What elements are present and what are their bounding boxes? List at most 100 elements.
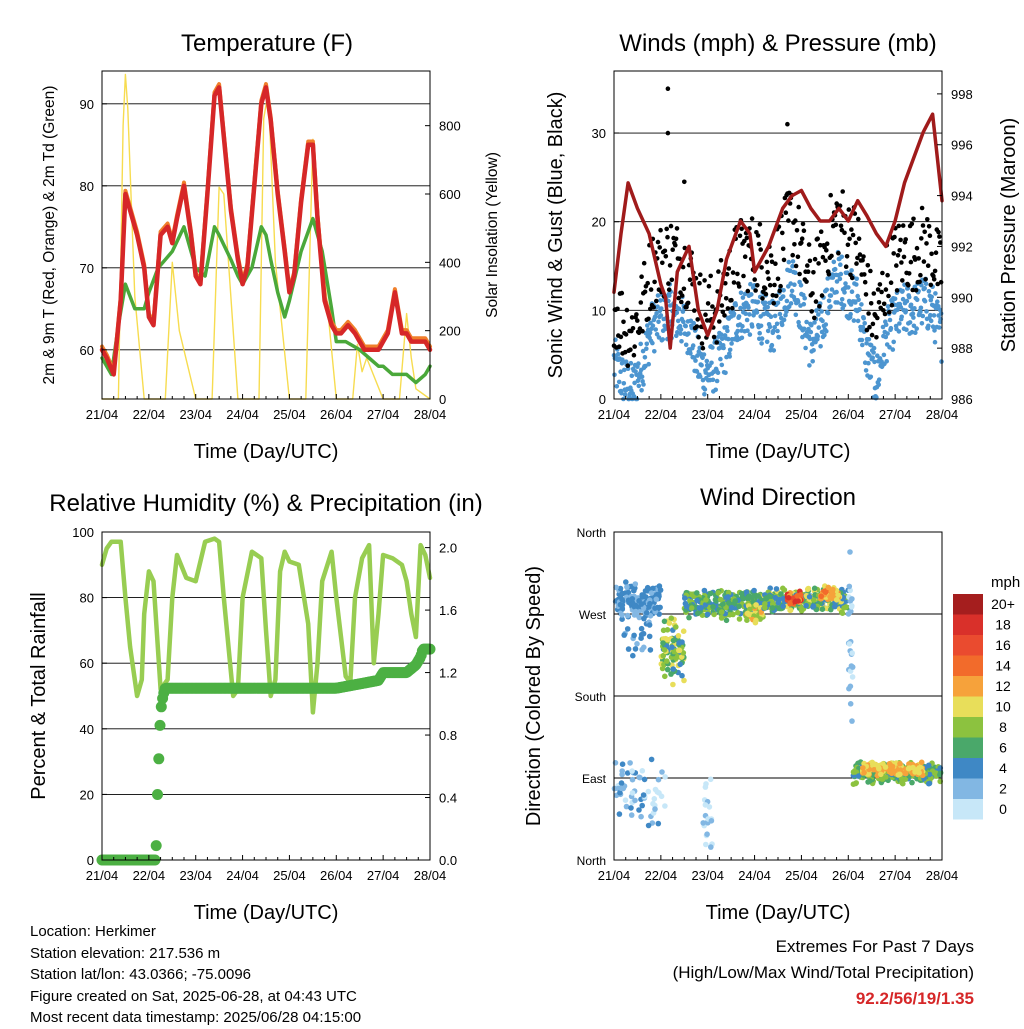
speed-colorbar: mph 20+ 18 16 14 12 10 8 6 4 2 0	[953, 574, 1020, 820]
wind-direction-point	[670, 681, 676, 688]
humidity-ytick-label: 80	[80, 591, 94, 606]
humidity-xtick-label: 27/04	[367, 868, 400, 883]
wind-direction-point	[743, 589, 750, 595]
wind-direction-point	[792, 598, 799, 605]
wind-direction-xlabel: Time (Day/UTC)	[706, 902, 851, 924]
wind-direction-point	[683, 603, 690, 610]
gust-point	[666, 281, 671, 286]
wind-direction-point	[682, 595, 688, 601]
gust-point	[896, 223, 902, 229]
wind-speed-point	[881, 352, 887, 358]
humidity-title: Relative Humidity (%) & Precipitation (i…	[49, 490, 482, 517]
gust-point	[796, 204, 801, 210]
wind-direction-point	[710, 604, 716, 610]
wind-speed-point	[704, 358, 710, 364]
gust-point	[856, 236, 862, 241]
wind-direction-point	[806, 594, 813, 600]
gust-point	[777, 288, 782, 294]
gust-point	[736, 284, 742, 289]
gust-point	[869, 332, 875, 338]
wind-direction-point	[618, 780, 625, 786]
wind-speed-point	[870, 355, 875, 361]
wind-speed-point	[885, 304, 891, 309]
wind-speed-point	[735, 328, 740, 334]
gust-point	[786, 218, 791, 223]
gust-point	[679, 299, 684, 305]
gust-point	[759, 265, 764, 270]
gust-point	[877, 282, 883, 287]
wind-speed-point	[740, 323, 745, 329]
wind-speed-point	[765, 328, 771, 334]
wind-speed-point	[849, 268, 854, 273]
gust-point	[616, 344, 622, 350]
wind-direction-point	[647, 600, 653, 607]
humidity-ylabel: Percent & Total Rainfall	[28, 592, 50, 800]
wind-direction-point	[876, 766, 882, 772]
wind-speed-point	[786, 259, 792, 265]
winds-y2tick-label: 996	[951, 138, 973, 153]
wind-direction-point	[633, 608, 639, 615]
wind-direction-point	[650, 585, 656, 592]
wind-speed-point	[792, 282, 797, 288]
gust-point	[664, 226, 669, 232]
winds-y2tick-label: 994	[951, 189, 973, 204]
temperature-y2label: Solar Insolation (Yellow)	[484, 152, 501, 318]
wind-speed-point	[713, 387, 718, 393]
dewpoint-line	[100, 216, 432, 385]
wind-direction-point	[640, 630, 647, 637]
gust-point	[792, 242, 797, 247]
wind-speed-point	[911, 315, 916, 320]
gust-point	[755, 283, 760, 288]
gust-point	[833, 222, 839, 228]
wind-direction-point	[843, 604, 849, 610]
wind-speed-point	[719, 332, 724, 337]
gust-point	[811, 270, 816, 275]
wind-speed-point	[690, 343, 696, 348]
gust-point	[773, 261, 778, 267]
wind-speed-point	[871, 350, 876, 355]
gust-point	[755, 233, 761, 238]
gust-point	[903, 237, 908, 242]
gust-point	[849, 227, 854, 232]
wind-speed-point	[829, 287, 835, 292]
wind-speed-point	[710, 377, 716, 383]
wind-speed-point	[709, 360, 714, 366]
wind-direction-point	[661, 647, 668, 653]
wind-speed-point	[638, 341, 643, 347]
wind-speed-point	[660, 337, 665, 342]
gust-point	[719, 303, 725, 308]
gust-point	[714, 340, 719, 345]
wind-speed-point	[693, 358, 698, 363]
gust-point	[868, 268, 873, 274]
gust-point	[862, 279, 868, 285]
wind-speed-point	[748, 281, 753, 287]
wind-direction-point	[631, 587, 637, 594]
humidity-y2tick-label: 0.8	[439, 728, 457, 743]
temperature-xtick-label: 25/04	[273, 407, 306, 422]
wind-speed-point	[835, 300, 840, 305]
wind-direction-point	[707, 590, 714, 597]
wind-direction-point	[669, 644, 675, 650]
wind-speed-point	[771, 328, 776, 334]
wind-speed-point	[772, 313, 778, 319]
wind-direction-point	[702, 802, 709, 808]
winds-y2tick-label: 990	[951, 290, 973, 305]
wind-direction-point	[708, 844, 714, 850]
wind-speed-point	[652, 349, 657, 354]
wind-direction-point	[831, 603, 838, 610]
wind-speed-point	[853, 300, 858, 305]
extremes-subtitle: (High/Low/Max Wind/Total Precipitation)	[672, 963, 974, 982]
winds-ytick-label: 30	[592, 126, 606, 141]
wind-direction-point	[653, 596, 660, 603]
gust-point	[849, 275, 855, 281]
gust-point	[806, 242, 812, 247]
wind-direction-point	[778, 591, 784, 597]
gust-point	[795, 254, 801, 260]
wind-direction-point	[673, 624, 679, 630]
gust-point	[697, 280, 702, 286]
wind-direction-point	[847, 549, 853, 555]
wind-speed-point	[650, 340, 655, 346]
wind-speed-point	[861, 316, 866, 321]
wind-speed-point	[866, 360, 871, 366]
humidity-ytick-label: 40	[80, 722, 94, 737]
